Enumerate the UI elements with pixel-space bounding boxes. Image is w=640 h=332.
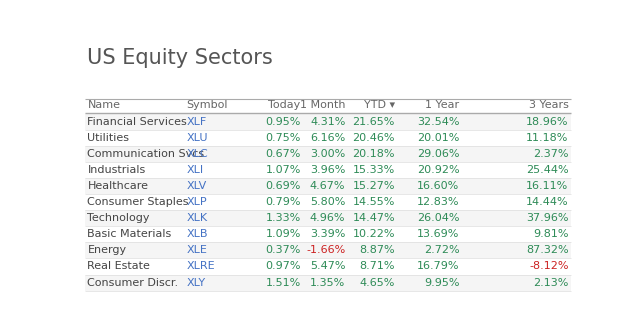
- Bar: [85, 275, 571, 290]
- Text: Basic Materials: Basic Materials: [88, 229, 172, 239]
- Text: Today: Today: [268, 100, 301, 110]
- Text: 1 Month: 1 Month: [300, 100, 346, 110]
- Text: 0.37%: 0.37%: [266, 245, 301, 255]
- Text: XLV: XLV: [187, 181, 207, 191]
- Text: Real Estate: Real Estate: [88, 262, 150, 272]
- Text: 6.16%: 6.16%: [310, 132, 346, 143]
- Text: 11.18%: 11.18%: [526, 132, 568, 143]
- Text: 0.67%: 0.67%: [266, 149, 301, 159]
- Text: XLY: XLY: [187, 278, 206, 288]
- Text: 20.46%: 20.46%: [353, 132, 395, 143]
- Text: 16.79%: 16.79%: [417, 262, 460, 272]
- Text: 1.51%: 1.51%: [266, 278, 301, 288]
- Text: Name: Name: [88, 100, 120, 110]
- Text: 8.71%: 8.71%: [360, 262, 395, 272]
- Text: 0.79%: 0.79%: [265, 197, 301, 207]
- Text: 4.67%: 4.67%: [310, 181, 346, 191]
- Bar: [85, 146, 571, 162]
- Text: Technology: Technology: [88, 213, 150, 223]
- Text: 1.09%: 1.09%: [266, 229, 301, 239]
- Bar: [85, 226, 571, 242]
- Text: 8.87%: 8.87%: [359, 245, 395, 255]
- Text: 9.81%: 9.81%: [533, 229, 568, 239]
- Text: 14.55%: 14.55%: [353, 197, 395, 207]
- Text: 10.22%: 10.22%: [353, 229, 395, 239]
- Text: 21.65%: 21.65%: [353, 117, 395, 126]
- Bar: [85, 194, 571, 210]
- Text: 5.80%: 5.80%: [310, 197, 346, 207]
- Bar: [85, 258, 571, 275]
- Bar: [85, 178, 571, 194]
- Text: 1.07%: 1.07%: [266, 165, 301, 175]
- Text: Industrials: Industrials: [88, 165, 146, 175]
- Text: 32.54%: 32.54%: [417, 117, 460, 126]
- Text: Consumer Discr.: Consumer Discr.: [88, 278, 179, 288]
- Text: 26.04%: 26.04%: [417, 213, 460, 223]
- Text: 3.39%: 3.39%: [310, 229, 346, 239]
- Text: US Equity Sectors: US Equity Sectors: [88, 47, 273, 67]
- Text: 1.33%: 1.33%: [266, 213, 301, 223]
- Bar: [85, 162, 571, 178]
- Text: 0.69%: 0.69%: [266, 181, 301, 191]
- Text: XLK: XLK: [187, 213, 208, 223]
- Text: 15.27%: 15.27%: [353, 181, 395, 191]
- Text: 3 Years: 3 Years: [529, 100, 568, 110]
- Text: 16.60%: 16.60%: [417, 181, 460, 191]
- Text: 12.83%: 12.83%: [417, 197, 460, 207]
- Text: 4.96%: 4.96%: [310, 213, 346, 223]
- Bar: [85, 114, 571, 129]
- Text: 29.06%: 29.06%: [417, 149, 460, 159]
- Text: 0.75%: 0.75%: [266, 132, 301, 143]
- Text: XLU: XLU: [187, 132, 208, 143]
- Text: 20.18%: 20.18%: [353, 149, 395, 159]
- Text: Symbol: Symbol: [187, 100, 228, 110]
- Bar: [85, 210, 571, 226]
- Text: 2.13%: 2.13%: [533, 278, 568, 288]
- Text: 2.72%: 2.72%: [424, 245, 460, 255]
- Text: XLI: XLI: [187, 165, 204, 175]
- Text: 87.32%: 87.32%: [526, 245, 568, 255]
- Text: 3.96%: 3.96%: [310, 165, 346, 175]
- Text: 4.31%: 4.31%: [310, 117, 346, 126]
- Text: 2.37%: 2.37%: [533, 149, 568, 159]
- Text: XLE: XLE: [187, 245, 207, 255]
- Text: 20.01%: 20.01%: [417, 132, 460, 143]
- Text: Healthcare: Healthcare: [88, 181, 148, 191]
- Bar: [85, 129, 571, 146]
- Text: XLC: XLC: [187, 149, 208, 159]
- Text: 13.69%: 13.69%: [417, 229, 460, 239]
- Text: YTD ▾: YTD ▾: [364, 100, 395, 110]
- Text: -8.12%: -8.12%: [529, 262, 568, 272]
- Text: Consumer Staples: Consumer Staples: [88, 197, 189, 207]
- Text: 20.92%: 20.92%: [417, 165, 460, 175]
- Text: XLP: XLP: [187, 197, 207, 207]
- Text: 15.33%: 15.33%: [353, 165, 395, 175]
- Text: Utilities: Utilities: [88, 132, 129, 143]
- Text: 4.65%: 4.65%: [360, 278, 395, 288]
- Text: -1.66%: -1.66%: [306, 245, 346, 255]
- Text: 14.47%: 14.47%: [353, 213, 395, 223]
- Text: Energy: Energy: [88, 245, 127, 255]
- Text: 1.35%: 1.35%: [310, 278, 346, 288]
- Text: 0.97%: 0.97%: [265, 262, 301, 272]
- Text: 0.95%: 0.95%: [266, 117, 301, 126]
- Text: 16.11%: 16.11%: [526, 181, 568, 191]
- Text: 5.47%: 5.47%: [310, 262, 346, 272]
- Text: 9.95%: 9.95%: [424, 278, 460, 288]
- Text: XLRE: XLRE: [187, 262, 215, 272]
- Text: 18.96%: 18.96%: [526, 117, 568, 126]
- Text: 25.44%: 25.44%: [526, 165, 568, 175]
- Text: 3.00%: 3.00%: [310, 149, 346, 159]
- Text: 1 Year: 1 Year: [426, 100, 460, 110]
- Text: Financial Services: Financial Services: [88, 117, 187, 126]
- Text: 14.44%: 14.44%: [526, 197, 568, 207]
- Text: 37.96%: 37.96%: [526, 213, 568, 223]
- Text: XLB: XLB: [187, 229, 208, 239]
- Text: XLF: XLF: [187, 117, 207, 126]
- Bar: [85, 242, 571, 258]
- Text: Communication Svcs: Communication Svcs: [88, 149, 205, 159]
